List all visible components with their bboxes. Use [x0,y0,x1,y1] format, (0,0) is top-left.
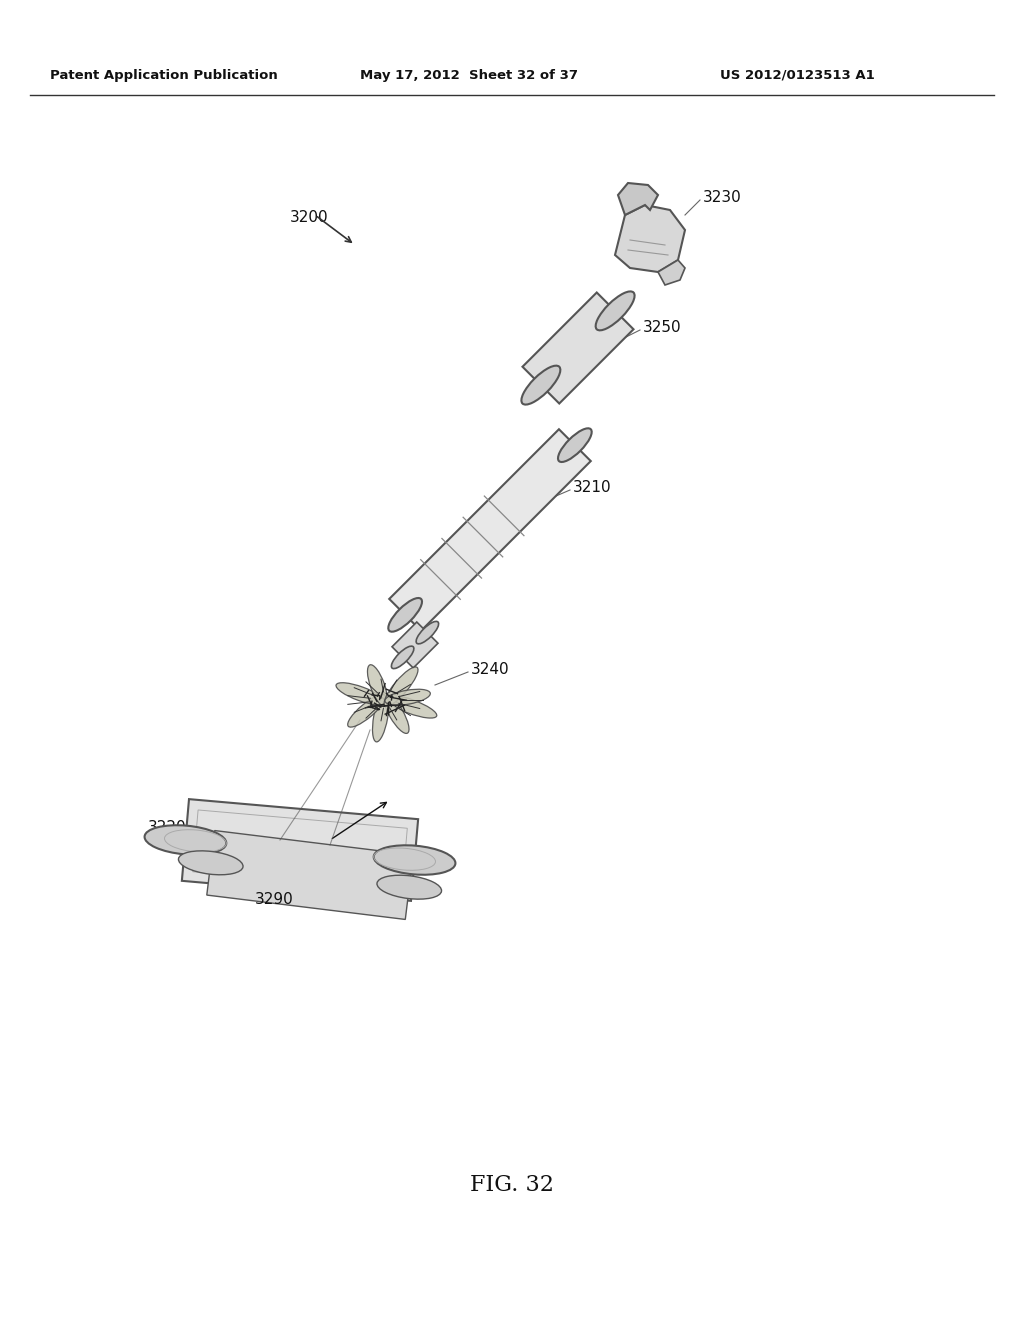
Text: 3210: 3210 [573,480,611,495]
Ellipse shape [558,428,592,462]
Polygon shape [618,183,658,215]
Ellipse shape [388,598,422,632]
Ellipse shape [336,682,385,705]
Ellipse shape [368,665,387,706]
Text: 3250: 3250 [643,319,682,334]
Ellipse shape [348,694,386,727]
Ellipse shape [178,851,243,875]
Polygon shape [522,293,634,404]
Ellipse shape [383,694,409,734]
Text: US 2012/0123513 A1: US 2012/0123513 A1 [720,69,874,82]
Text: May 17, 2012  Sheet 32 of 37: May 17, 2012 Sheet 32 of 37 [360,69,578,82]
Ellipse shape [374,845,456,875]
Polygon shape [615,205,685,272]
Polygon shape [658,260,685,285]
Ellipse shape [385,696,437,718]
Ellipse shape [144,825,226,855]
Polygon shape [392,622,438,668]
Ellipse shape [384,667,418,706]
Ellipse shape [373,693,389,742]
Ellipse shape [596,292,635,330]
Polygon shape [207,830,414,920]
Text: Patent Application Publication: Patent Application Publication [50,69,278,82]
Text: 3290: 3290 [255,892,294,908]
Text: 3240: 3240 [471,663,510,677]
Ellipse shape [377,875,441,899]
Polygon shape [182,799,418,900]
Text: 3230: 3230 [703,190,741,205]
Text: FIG. 32: FIG. 32 [470,1173,554,1196]
Text: 3220: 3220 [148,821,186,836]
Ellipse shape [391,645,414,669]
Polygon shape [389,429,591,631]
Ellipse shape [521,366,560,405]
Text: 3200: 3200 [290,210,329,226]
Ellipse shape [416,622,438,644]
Ellipse shape [385,689,430,705]
